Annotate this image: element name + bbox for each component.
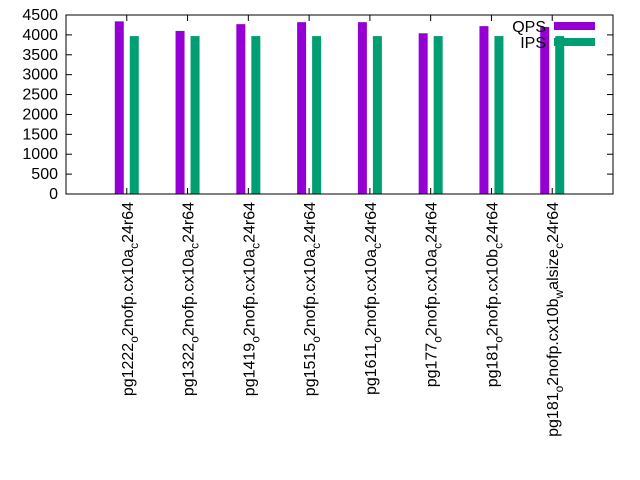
y-axis: 0 500 1000 1500 2000 2500 3000 3500 4000 4500 (22, 7, 613, 203)
y-tick-label-7: 3500 (22, 47, 58, 64)
y-tick-label-1: 500 (31, 166, 58, 183)
bar-qps-5 (418, 33, 428, 195)
x-tick-label-4: pg1611o2nofp.cx10ac24r64 (363, 202, 384, 395)
x-tick-label-2: pg1419o2nofp.cx10ac24r64 (241, 202, 262, 396)
bar-ips-3 (312, 36, 322, 195)
legend-swatch-qps (554, 22, 595, 30)
bar-qps-7 (540, 26, 550, 194)
bar-ips-1 (190, 36, 200, 195)
y-tick-label-6: 3000 (22, 67, 58, 84)
bar-qps-3 (297, 22, 307, 194)
bar-qps-2 (236, 24, 246, 194)
bar-ips-0 (129, 36, 139, 195)
x-tick-label-3: pg1515o2nofp.cx10ac24r64 (302, 202, 323, 396)
x-tick-label-6: pg181o2nofp.cx10bc24r64 (484, 202, 505, 387)
bar-ips-5 (433, 36, 443, 195)
y-tick-label-8: 4000 (22, 27, 58, 44)
bar-qps-6 (479, 26, 489, 195)
bar-ips-4 (372, 36, 382, 195)
bar-ips-2 (251, 36, 261, 195)
legend-swatch-ips (554, 38, 595, 46)
y-tick-label-9: 4500 (22, 7, 58, 24)
legend-label-ips: IPS (520, 35, 546, 52)
legend-label-qps: QPS (512, 19, 546, 36)
y-tick-label-3: 1500 (22, 126, 58, 143)
x-tick-label-5: pg177o2nofp.cx10ac24r64 (424, 202, 445, 387)
y-tick-label-2: 1000 (22, 146, 58, 163)
y-tick-label-0: 0 (49, 186, 58, 203)
bar-qps-0 (114, 21, 124, 195)
bar-qps-1 (175, 30, 185, 194)
x-axis: pg1222o2nofp.cx10ac24r64 pg1322o2nofp.cx1… (120, 15, 566, 437)
bars-group (114, 21, 565, 195)
y-tick-label-5: 2500 (22, 87, 58, 104)
x-tick-label-1: pg1322o2nofp.cx10ac24r64 (181, 202, 202, 396)
bar-ips-7 (555, 36, 565, 195)
y-tick-label-4: 2000 (22, 106, 58, 123)
x-tick-label-0: pg1222o2nofp.cx10ac24r64 (120, 202, 141, 396)
bar-qps-4 (357, 22, 367, 194)
plot-frame (65, 14, 614, 195)
x-tick-label-7: pg181o2nofp.cx10bwalsizec24r64 (545, 202, 566, 437)
bar-ips-6 (494, 36, 504, 195)
